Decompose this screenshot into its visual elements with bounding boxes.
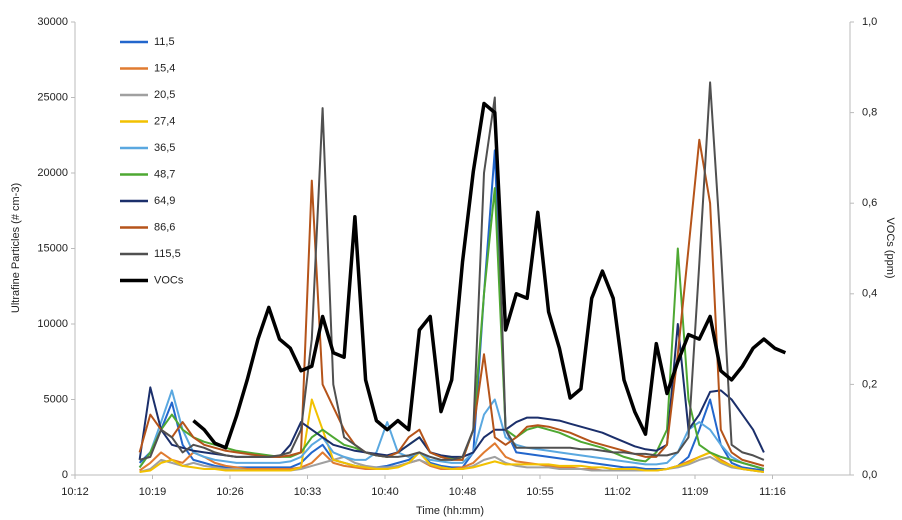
y2-tick-label: 0,8 — [862, 107, 877, 119]
legend-label: 15,4 — [154, 62, 175, 74]
x-tick-label: 11:09 — [682, 486, 709, 498]
y-tick-label: 5000 — [44, 393, 68, 405]
legend-label: 48,7 — [154, 168, 175, 180]
series-line — [138, 138, 765, 467]
legend-label: 11,5 — [154, 36, 175, 48]
y-tick-label: 25000 — [37, 91, 68, 103]
x-tick-label: 10:33 — [294, 486, 322, 498]
x-tick-label: 10:40 — [371, 486, 399, 498]
y-tick-label: 30000 — [37, 16, 68, 28]
series-line — [192, 101, 787, 450]
y2-tick-label: 0,0 — [862, 469, 877, 481]
y-tick-label: 0 — [62, 469, 68, 481]
series-line — [138, 389, 765, 470]
series-line — [138, 323, 765, 461]
x-tick-label: 11:02 — [604, 486, 631, 498]
series-line — [139, 81, 765, 461]
series-line — [139, 398, 765, 473]
x-tick-label: 10:12 — [61, 486, 89, 498]
y2-axis-title: VOCs (ppm) — [884, 217, 896, 278]
y-axis-title: Ultrafine Particles (# cm-3) — [10, 183, 22, 313]
series-line — [138, 187, 765, 470]
legend-label: 20,5 — [154, 89, 175, 101]
y-tick-label: 15000 — [37, 242, 68, 254]
x-tick-label: 11:16 — [759, 486, 786, 498]
x-tick-label: 10:55 — [526, 486, 554, 498]
x-tick-label: 10:26 — [216, 486, 244, 498]
legend-label: 115,5 — [154, 248, 181, 260]
y2-tick-label: 0,6 — [862, 197, 877, 209]
legend-label: 27,4 — [154, 115, 175, 127]
y2-tick-label: 1,0 — [862, 16, 877, 28]
legend-label: 64,9 — [154, 195, 175, 207]
x-tick-label: 10:48 — [449, 486, 477, 498]
legend-label: 36,5 — [154, 142, 175, 154]
legend-label: VOCs — [154, 274, 184, 286]
x-axis-title: Time (hh:mm) — [416, 505, 484, 517]
y2-tick-label: 0,4 — [862, 288, 877, 300]
legend-label: 86,6 — [154, 221, 175, 233]
x-tick-label: 10:19 — [139, 486, 167, 498]
y2-tick-label: 0,2 — [862, 378, 877, 390]
y-tick-label: 20000 — [37, 167, 68, 179]
y-tick-label: 10000 — [37, 318, 68, 330]
